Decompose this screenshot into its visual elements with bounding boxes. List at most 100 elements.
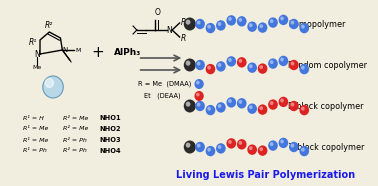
Circle shape: [247, 21, 257, 32]
Circle shape: [207, 148, 211, 152]
Circle shape: [43, 76, 63, 98]
Circle shape: [186, 102, 191, 107]
Circle shape: [218, 104, 222, 108]
Circle shape: [239, 141, 242, 145]
Circle shape: [239, 100, 242, 104]
Circle shape: [194, 91, 204, 101]
Text: R: R: [181, 33, 186, 42]
Circle shape: [268, 99, 278, 110]
Circle shape: [259, 24, 263, 28]
Circle shape: [299, 105, 309, 115]
Circle shape: [186, 20, 191, 25]
Circle shape: [299, 64, 309, 74]
Circle shape: [280, 140, 284, 143]
Text: NHO1: NHO1: [99, 115, 121, 121]
Text: N: N: [62, 47, 68, 53]
Circle shape: [218, 145, 222, 149]
Circle shape: [197, 21, 200, 25]
Circle shape: [207, 66, 211, 70]
Circle shape: [299, 23, 309, 33]
Text: N: N: [34, 49, 40, 59]
Circle shape: [216, 61, 226, 72]
Circle shape: [228, 140, 232, 144]
Circle shape: [268, 17, 278, 28]
Circle shape: [270, 60, 273, 64]
Circle shape: [237, 57, 246, 68]
Circle shape: [195, 142, 205, 152]
Text: R² = Me: R² = Me: [63, 116, 89, 121]
Circle shape: [237, 98, 246, 108]
Text: R: R: [181, 17, 186, 26]
Text: R² = Ph: R² = Ph: [63, 137, 87, 142]
Circle shape: [194, 79, 204, 89]
Circle shape: [207, 25, 211, 29]
Circle shape: [184, 17, 196, 31]
Circle shape: [259, 106, 263, 110]
Circle shape: [289, 101, 299, 111]
Circle shape: [226, 97, 236, 108]
Circle shape: [195, 101, 205, 111]
Circle shape: [196, 93, 200, 97]
Circle shape: [249, 146, 253, 150]
Circle shape: [228, 99, 232, 103]
Text: R²: R²: [45, 20, 53, 30]
Circle shape: [291, 144, 294, 147]
Circle shape: [196, 81, 200, 84]
Text: AlPh₃: AlPh₃: [113, 47, 141, 57]
Circle shape: [291, 21, 294, 25]
Circle shape: [280, 57, 284, 61]
Circle shape: [186, 101, 191, 107]
Circle shape: [289, 142, 299, 152]
Text: R¹: R¹: [28, 38, 37, 46]
Circle shape: [279, 138, 288, 148]
Text: Et   (DEAA): Et (DEAA): [144, 93, 181, 99]
Circle shape: [197, 144, 200, 147]
Circle shape: [218, 22, 222, 26]
Circle shape: [268, 140, 278, 151]
Circle shape: [249, 105, 253, 109]
Text: NHO2: NHO2: [99, 126, 121, 132]
Text: N: N: [167, 25, 172, 34]
Circle shape: [195, 60, 205, 70]
Circle shape: [280, 17, 284, 20]
Text: Triblock copolymer: Triblock copolymer: [288, 142, 365, 152]
Circle shape: [279, 15, 288, 25]
Circle shape: [206, 64, 215, 74]
Circle shape: [249, 23, 253, 27]
Circle shape: [258, 145, 267, 156]
Circle shape: [206, 105, 215, 115]
Text: R¹ = Me: R¹ = Me: [23, 126, 49, 132]
Circle shape: [226, 56, 236, 67]
Circle shape: [195, 19, 205, 29]
Circle shape: [226, 15, 236, 26]
Circle shape: [289, 60, 299, 70]
Circle shape: [258, 63, 267, 74]
Circle shape: [247, 145, 257, 155]
Circle shape: [206, 146, 215, 156]
Circle shape: [268, 58, 278, 69]
Circle shape: [279, 56, 288, 66]
Circle shape: [206, 23, 215, 33]
Circle shape: [301, 66, 305, 70]
Circle shape: [186, 20, 191, 25]
Circle shape: [279, 97, 288, 107]
Circle shape: [259, 147, 263, 151]
Circle shape: [197, 62, 200, 65]
Circle shape: [197, 102, 200, 107]
Circle shape: [301, 148, 305, 152]
Text: Diblock copolymer: Diblock copolymer: [288, 102, 364, 110]
Circle shape: [226, 138, 236, 149]
Text: +: +: [91, 44, 104, 60]
Circle shape: [186, 143, 191, 148]
Circle shape: [280, 98, 284, 102]
Circle shape: [291, 62, 294, 65]
Circle shape: [228, 58, 232, 62]
Circle shape: [259, 65, 263, 69]
Circle shape: [239, 59, 242, 63]
Text: Homopolymer: Homopolymer: [288, 20, 346, 28]
Circle shape: [247, 103, 257, 114]
Text: R¹ = H: R¹ = H: [23, 116, 44, 121]
Circle shape: [216, 20, 226, 31]
Circle shape: [237, 139, 246, 150]
Circle shape: [218, 63, 222, 67]
